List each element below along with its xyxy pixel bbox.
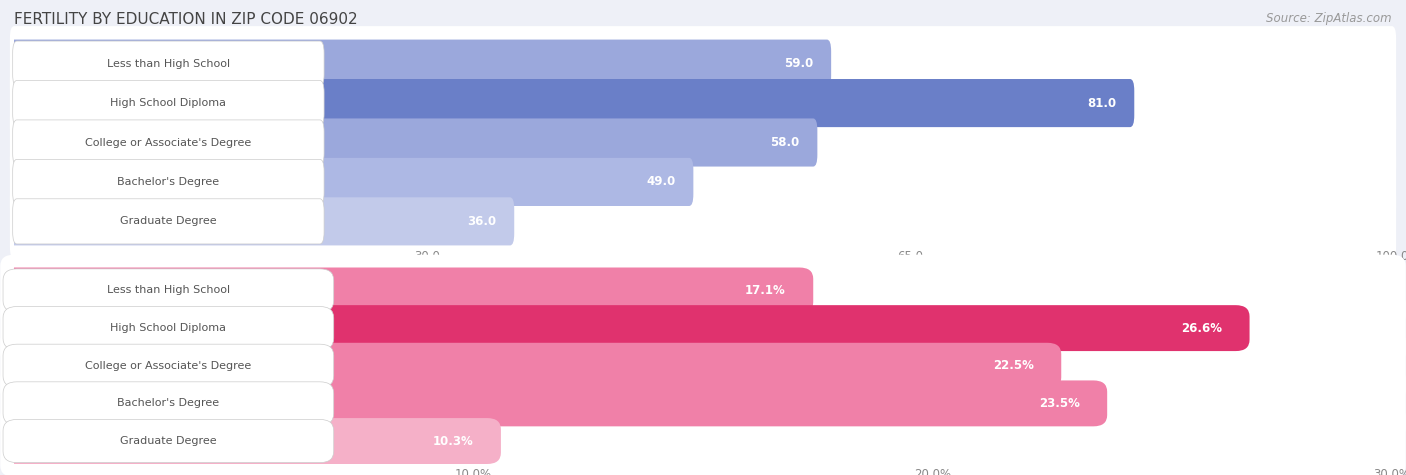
FancyBboxPatch shape bbox=[10, 158, 693, 206]
Text: Less than High School: Less than High School bbox=[107, 58, 231, 68]
FancyBboxPatch shape bbox=[3, 419, 333, 463]
FancyBboxPatch shape bbox=[3, 344, 333, 387]
FancyBboxPatch shape bbox=[13, 159, 325, 205]
FancyBboxPatch shape bbox=[0, 330, 1406, 401]
Text: 23.5%: 23.5% bbox=[1039, 397, 1080, 410]
FancyBboxPatch shape bbox=[3, 306, 333, 350]
Text: Source: ZipAtlas.com: Source: ZipAtlas.com bbox=[1267, 12, 1392, 25]
Text: 26.6%: 26.6% bbox=[1181, 322, 1222, 334]
Text: 49.0: 49.0 bbox=[647, 175, 675, 189]
FancyBboxPatch shape bbox=[0, 267, 813, 314]
Text: 59.0: 59.0 bbox=[785, 57, 813, 70]
Text: 58.0: 58.0 bbox=[770, 136, 800, 149]
Text: Less than High School: Less than High School bbox=[107, 285, 231, 295]
Text: Bachelor's Degree: Bachelor's Degree bbox=[117, 399, 219, 408]
Text: 36.0: 36.0 bbox=[467, 215, 496, 228]
Text: Bachelor's Degree: Bachelor's Degree bbox=[117, 177, 219, 187]
FancyBboxPatch shape bbox=[0, 305, 1250, 351]
FancyBboxPatch shape bbox=[13, 41, 325, 86]
FancyBboxPatch shape bbox=[0, 380, 1107, 427]
FancyBboxPatch shape bbox=[0, 418, 501, 464]
Text: 81.0: 81.0 bbox=[1087, 96, 1116, 110]
FancyBboxPatch shape bbox=[0, 255, 1406, 326]
FancyBboxPatch shape bbox=[10, 144, 1396, 219]
Text: College or Associate's Degree: College or Associate's Degree bbox=[86, 137, 252, 148]
Text: 22.5%: 22.5% bbox=[993, 359, 1033, 372]
FancyBboxPatch shape bbox=[13, 199, 325, 244]
Text: Graduate Degree: Graduate Degree bbox=[120, 436, 217, 446]
Text: 10.3%: 10.3% bbox=[433, 435, 474, 447]
FancyBboxPatch shape bbox=[10, 184, 1396, 259]
FancyBboxPatch shape bbox=[0, 405, 1406, 475]
Text: Graduate Degree: Graduate Degree bbox=[120, 217, 217, 227]
FancyBboxPatch shape bbox=[13, 120, 325, 165]
FancyBboxPatch shape bbox=[10, 26, 1396, 101]
FancyBboxPatch shape bbox=[10, 39, 831, 88]
FancyBboxPatch shape bbox=[10, 105, 1396, 180]
FancyBboxPatch shape bbox=[10, 66, 1396, 141]
Text: High School Diploma: High School Diploma bbox=[111, 323, 226, 333]
FancyBboxPatch shape bbox=[0, 292, 1406, 364]
Text: FERTILITY BY EDUCATION IN ZIP CODE 06902: FERTILITY BY EDUCATION IN ZIP CODE 06902 bbox=[14, 12, 357, 27]
FancyBboxPatch shape bbox=[3, 269, 333, 312]
Text: College or Associate's Degree: College or Associate's Degree bbox=[86, 361, 252, 371]
FancyBboxPatch shape bbox=[0, 368, 1406, 439]
FancyBboxPatch shape bbox=[10, 79, 1135, 127]
FancyBboxPatch shape bbox=[0, 343, 1062, 389]
Text: High School Diploma: High School Diploma bbox=[111, 98, 226, 108]
FancyBboxPatch shape bbox=[3, 382, 333, 425]
FancyBboxPatch shape bbox=[10, 197, 515, 246]
FancyBboxPatch shape bbox=[13, 80, 325, 126]
Text: 17.1%: 17.1% bbox=[745, 284, 786, 297]
FancyBboxPatch shape bbox=[10, 118, 817, 167]
